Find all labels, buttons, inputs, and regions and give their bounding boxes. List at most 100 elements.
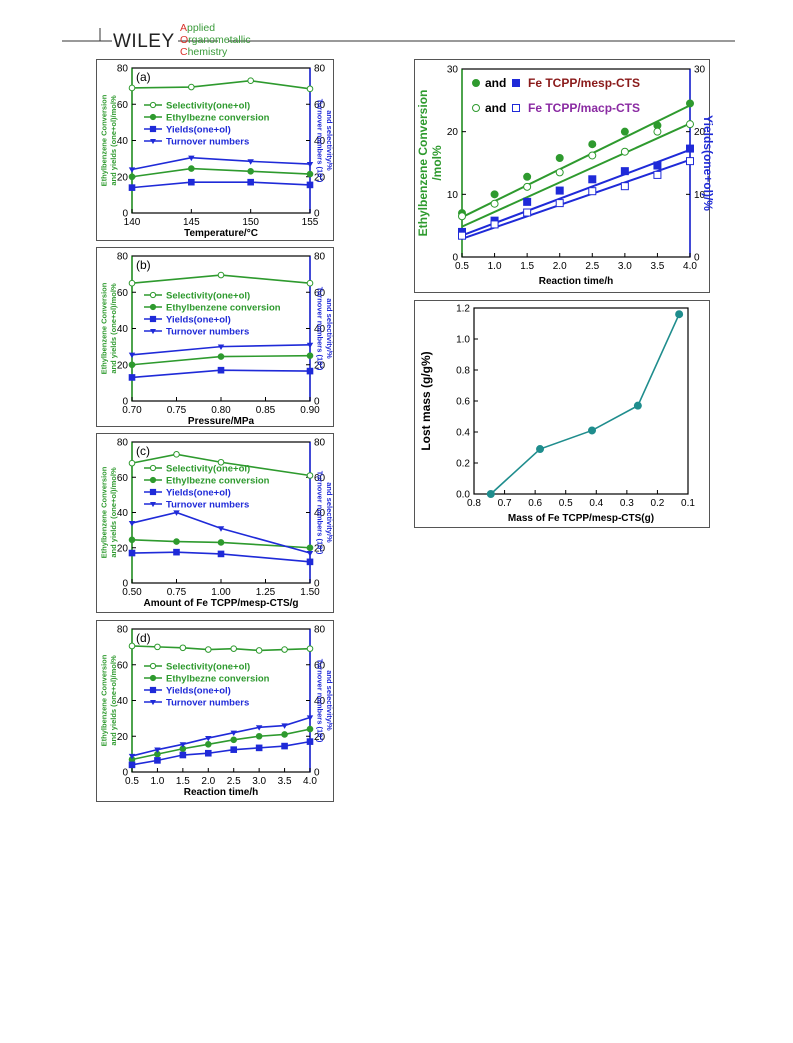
x-tick-label: 2.0 bbox=[201, 776, 215, 787]
y2-tick-label: 80 bbox=[314, 625, 326, 636]
x-tick-label: 0.7 bbox=[498, 498, 512, 509]
legend-entry: Fe TCPP/mesp-CTS bbox=[528, 76, 640, 90]
series-line bbox=[131, 716, 311, 757]
x-tick-label: 0.5 bbox=[455, 261, 469, 272]
legend-entry: Ethylbezne conversion bbox=[166, 673, 270, 684]
x-tick-label: 3.5 bbox=[650, 261, 664, 272]
y-tick-label: 20 bbox=[117, 172, 129, 183]
data-point bbox=[128, 279, 136, 287]
y-tick-label: 80 bbox=[117, 64, 129, 75]
legend-entry: Ethylbezne conversion bbox=[166, 112, 270, 123]
data-point bbox=[188, 83, 195, 91]
data-point bbox=[620, 182, 629, 191]
y2-tick-label: 60 bbox=[314, 100, 326, 111]
y2-tick-label: 0 bbox=[314, 209, 320, 220]
series-3 bbox=[128, 715, 314, 760]
data-point bbox=[306, 738, 314, 745]
x-tick-label: 0.8 bbox=[467, 498, 481, 509]
publisher-logo: WILEY bbox=[113, 31, 175, 52]
panel-frame bbox=[96, 620, 334, 802]
x-tick-label: 0.75 bbox=[167, 405, 187, 416]
series-line bbox=[131, 167, 311, 178]
legend-entry: Selectivity(one+ol) bbox=[166, 463, 250, 474]
series-line bbox=[131, 453, 311, 477]
data-point bbox=[306, 645, 314, 652]
data-point bbox=[128, 536, 136, 544]
data-point bbox=[179, 751, 187, 759]
series-2 bbox=[128, 178, 314, 191]
journal-title: Applied Organometallic Chemistry bbox=[180, 22, 251, 58]
y2-tick-label: 20 bbox=[314, 172, 326, 183]
data-point bbox=[179, 742, 187, 748]
legend-marker bbox=[150, 700, 156, 706]
legend-marker bbox=[149, 101, 157, 109]
series-line bbox=[131, 740, 311, 766]
legend-entry: Yields(one+ol) bbox=[166, 314, 231, 325]
x-tick-label: 4.0 bbox=[683, 261, 697, 272]
data-point bbox=[173, 538, 180, 545]
x-axis-label: Reaction time/h bbox=[539, 276, 613, 287]
series-2 bbox=[128, 366, 314, 381]
axes: 0.5 1.0 1.5 2.0 2.5 3.0 3.5 4.00204060800204060… bbox=[117, 625, 326, 788]
data-point bbox=[247, 178, 254, 186]
x-tick-label: 2.0 bbox=[553, 261, 567, 272]
series-1 bbox=[128, 352, 314, 369]
data-point bbox=[620, 147, 629, 156]
y-tick-label: 40 bbox=[117, 324, 129, 335]
legend-marker bbox=[149, 686, 157, 694]
series-0 bbox=[128, 642, 314, 654]
legend: Selectivity(one+ol)Ethylbenzene conversi… bbox=[144, 290, 281, 337]
data-point bbox=[154, 757, 161, 764]
y-tick-label: 20 bbox=[447, 127, 459, 138]
x-tick-label: 3.0 bbox=[252, 776, 266, 787]
data-point bbox=[217, 344, 225, 350]
data-point bbox=[490, 220, 499, 229]
legend: Selectivity(one+ol)Ethylbezne conversion… bbox=[144, 463, 270, 510]
chart-panel-b: 0.70 0.75 0.80 0.85 0.90020406080020406080Pr… bbox=[96, 247, 334, 427]
x-tick-label: 3.0 bbox=[618, 261, 632, 272]
series-3 bbox=[128, 155, 314, 173]
data-point bbox=[486, 490, 495, 498]
legend-marker bbox=[472, 79, 480, 87]
journal-word-organometallic: rganometallic bbox=[188, 34, 250, 46]
y2-tick-label: 0 bbox=[314, 768, 320, 779]
x-axis-label: Reaction time/h bbox=[184, 787, 258, 798]
data-point bbox=[217, 353, 225, 360]
data-point bbox=[281, 742, 288, 750]
legend-entry: Yields(one+ol) bbox=[166, 124, 231, 135]
series-line bbox=[131, 156, 311, 171]
legend: Selectivity(one+ol)Ethylbezne conversion… bbox=[144, 100, 270, 147]
series-line bbox=[131, 728, 311, 761]
data-point bbox=[179, 644, 187, 652]
data-point bbox=[686, 120, 694, 129]
y-tick-label: 0 bbox=[122, 397, 128, 408]
x-tick-label: 0.5 bbox=[125, 776, 139, 787]
x-axis-label: Amount of Fe TCPP/mesp-CTS/g bbox=[144, 598, 299, 609]
x-tick-label: 1.5 bbox=[520, 261, 534, 272]
y2-tick-label: 20 bbox=[314, 360, 326, 371]
y2-tick-label: 0 bbox=[314, 579, 320, 590]
series-line bbox=[131, 79, 311, 90]
data-point bbox=[653, 161, 662, 170]
data-point bbox=[247, 159, 254, 165]
y-tick-label: 80 bbox=[117, 438, 129, 449]
y-tick-label: 0.0 bbox=[456, 490, 470, 501]
data-point bbox=[217, 550, 225, 558]
x-tick-label: 3.5 bbox=[278, 776, 292, 787]
y-tick-label: 0 bbox=[122, 768, 128, 779]
y2-tick-label: 80 bbox=[314, 438, 326, 449]
data-point bbox=[247, 77, 254, 84]
legend: Selectivity(one+ol)Ethylbezne conversion… bbox=[144, 661, 270, 708]
y-tick-label: 0 bbox=[452, 253, 458, 264]
series-line bbox=[131, 539, 311, 549]
x-tick-label: 1.5 bbox=[176, 776, 190, 787]
y-tick-label: 1.0 bbox=[456, 335, 470, 346]
journal-word-chemistry: hemistry bbox=[188, 46, 228, 58]
data-point bbox=[458, 231, 466, 240]
legend-entry: Turnover numbers bbox=[166, 136, 249, 147]
panel-label: (b) bbox=[136, 258, 151, 272]
series-line bbox=[131, 511, 311, 554]
x-tick-label: 0.80 bbox=[211, 405, 231, 416]
legend-marker bbox=[149, 674, 157, 682]
